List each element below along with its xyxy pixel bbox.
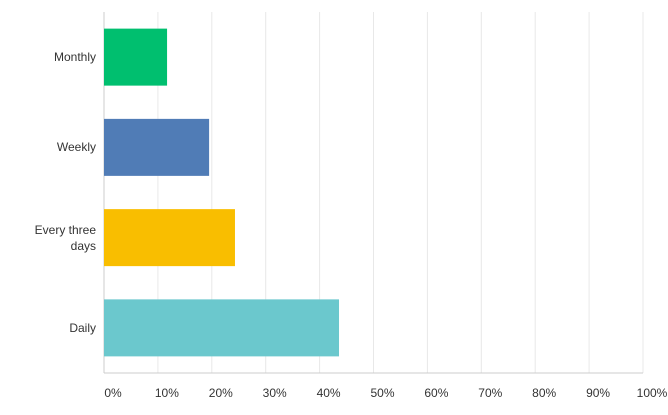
bar — [104, 28, 168, 86]
x-tick-label: 20% — [209, 386, 233, 400]
x-tick-label: 10% — [155, 386, 179, 400]
x-tick-label: 50% — [370, 386, 394, 400]
x-tick-label: 80% — [532, 386, 556, 400]
x-tick-label: 60% — [424, 386, 448, 400]
bar — [104, 299, 340, 357]
x-tick-label: 90% — [586, 386, 610, 400]
bar — [104, 118, 210, 176]
x-tick-label: 30% — [263, 386, 287, 400]
x-tick-label: 70% — [478, 386, 502, 400]
bar — [104, 209, 235, 267]
x-tick-label: 0% — [104, 386, 122, 400]
y-tick-label: Every three days — [34, 222, 96, 253]
y-tick-label: Weekly — [56, 140, 96, 155]
x-tick-label: 40% — [317, 386, 341, 400]
y-tick-label: Monthly — [53, 50, 96, 65]
x-tick-label: 100% — [637, 386, 668, 400]
y-tick-label: Daily — [69, 320, 96, 335]
